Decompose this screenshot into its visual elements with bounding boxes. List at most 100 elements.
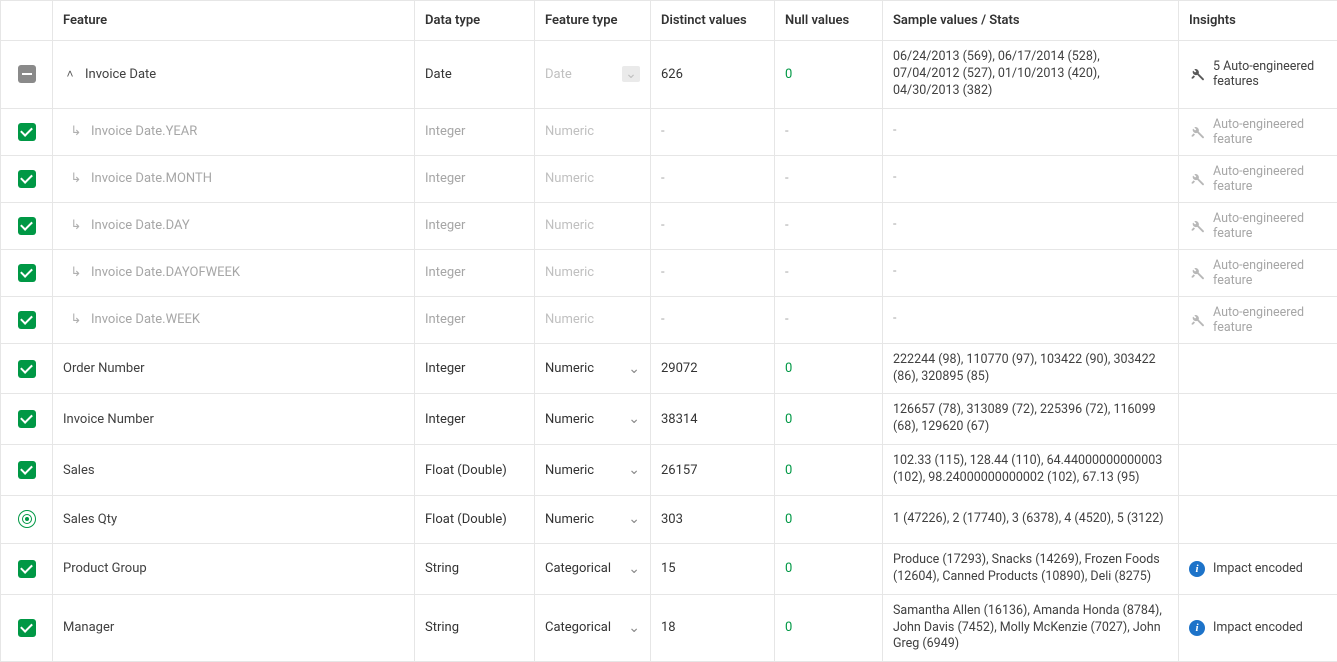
table-row: ↳Invoice Date.MONTHIntegerNumeric---Auto… (1, 155, 1337, 202)
wrench-icon (1189, 265, 1205, 281)
chevron-down-icon[interactable]: ⌄ (628, 411, 640, 427)
table-row: ↳Invoice Date.WEEKIntegerNumeric---Auto-… (1, 296, 1337, 343)
feature-type-select[interactable]: Numeric (545, 412, 594, 427)
feature-type-select[interactable]: Numeric (545, 361, 594, 376)
row-checkbox[interactable] (18, 264, 36, 282)
feature-name[interactable]: Invoice Date.DAYOFWEEK (91, 265, 240, 280)
null-values: 0 (785, 561, 792, 576)
info-icon[interactable]: i (1189, 561, 1205, 577)
row-checkbox[interactable] (18, 560, 36, 578)
distinct-values: 303 (661, 512, 683, 527)
row-checkbox[interactable] (18, 217, 36, 235)
feature-name[interactable]: Sales (63, 463, 95, 478)
sample-values: 222244 (98), 110770 (97), 103422 (90), 3… (893, 352, 1156, 384)
sample-values: Produce (17293), Snacks (14269), Frozen … (893, 552, 1160, 584)
sample-values: - (893, 217, 896, 232)
null-values: 0 (785, 412, 792, 427)
insight-text: Auto-engineered feature (1213, 117, 1327, 147)
target-icon[interactable] (18, 510, 36, 528)
feature-type-select: Numeric (545, 265, 594, 280)
table-row: ↳Invoice Date.DAYOFWEEKIntegerNumeric---… (1, 249, 1337, 296)
feature-type-select[interactable]: Categorical (545, 561, 611, 576)
chevron-down-icon[interactable]: ⌄ (628, 361, 640, 377)
feature-type-select[interactable]: Numeric (545, 463, 594, 478)
sample-values: 102.33 (115), 128.44 (110), 64.440000000… (893, 453, 1162, 485)
sample-values: - (893, 311, 896, 326)
feature-name[interactable]: Manager (63, 620, 114, 635)
header-featuretype[interactable]: Feature type (535, 1, 651, 41)
sample-values: 1 (47226), 2 (17740), 3 (6378), 4 (4520)… (893, 511, 1164, 526)
row-checkbox[interactable] (18, 410, 36, 428)
distinct-values: 18 (661, 620, 676, 635)
row-checkbox[interactable] (18, 619, 36, 637)
header-sample[interactable]: Sample values / Stats (883, 1, 1179, 41)
row-checkbox[interactable] (18, 311, 36, 329)
data-type: Integer (425, 412, 465, 427)
row-checkbox[interactable] (18, 461, 36, 479)
header-insights[interactable]: Insights (1179, 1, 1337, 41)
sample-values: - (893, 123, 896, 138)
sample-values: Samantha Allen (16136), Amanda Honda (87… (893, 603, 1162, 652)
null-values: - (785, 218, 789, 233)
chevron-down-icon[interactable]: ⌄ (628, 561, 640, 577)
feature-name[interactable]: Order Number (63, 361, 145, 376)
wrench-icon (1189, 171, 1205, 187)
header-datatype[interactable]: Data type (415, 1, 535, 41)
row-checkbox[interactable] (18, 123, 36, 141)
wrench-icon (1189, 218, 1205, 234)
feature-name[interactable]: Invoice Date (85, 67, 156, 82)
header-checkbox (1, 1, 53, 41)
null-values: 0 (785, 361, 792, 376)
distinct-values: 26157 (661, 463, 698, 478)
data-type: Integer (425, 265, 465, 280)
data-type: Date (425, 67, 452, 82)
insight-text: 5 Auto-engineered features (1213, 59, 1327, 89)
null-values: 0 (785, 67, 792, 82)
row-checkbox-indeterminate[interactable] (18, 65, 36, 83)
insight-text: Impact encoded (1213, 620, 1303, 635)
row-checkbox[interactable] (18, 360, 36, 378)
wrench-icon (1189, 124, 1205, 140)
chevron-down-icon[interactable]: ⌄ (622, 66, 640, 82)
insight-text: Auto-engineered feature (1213, 258, 1327, 288)
null-values: 0 (785, 620, 792, 635)
row-checkbox[interactable] (18, 170, 36, 188)
data-type: Integer (425, 218, 465, 233)
feature-type-select[interactable]: Categorical (545, 620, 611, 635)
child-arrow-icon: ↳ (69, 124, 83, 139)
insight-text: Auto-engineered feature (1213, 164, 1327, 194)
header-nulls[interactable]: Null values (775, 1, 883, 41)
insight-text: Auto-engineered feature (1213, 305, 1327, 335)
header-distinct[interactable]: Distinct values (651, 1, 775, 41)
feature-type-select[interactable]: Date (545, 67, 572, 82)
chevron-down-icon[interactable]: ⌄ (628, 511, 640, 527)
data-type: Float (Double) (425, 512, 507, 527)
sample-values: - (893, 264, 896, 279)
insight-text: Impact encoded (1213, 561, 1303, 576)
feature-type-select[interactable]: Numeric (545, 512, 594, 527)
feature-name[interactable]: Sales Qty (63, 512, 117, 527)
header-feature[interactable]: Feature (53, 1, 415, 41)
feature-name[interactable]: Invoice Date.YEAR (91, 124, 197, 139)
table-row: Sales Qty Float (Double) Numeric ⌄ 303 0 1 (47… (1, 495, 1337, 543)
table-row: Order NumberIntegerNumeric⌄290720222244 … (1, 343, 1337, 394)
chevron-down-icon[interactable]: ⌄ (628, 620, 640, 636)
child-arrow-icon: ↳ (69, 218, 83, 233)
distinct-values: - (661, 171, 665, 186)
info-icon[interactable]: i (1189, 620, 1205, 636)
insight-text: Auto-engineered feature (1213, 211, 1327, 241)
feature-name[interactable]: Invoice Number (63, 412, 154, 427)
feature-name[interactable]: Product Group (63, 561, 147, 576)
collapse-icon[interactable]: ˄ (63, 67, 77, 81)
feature-name[interactable]: Invoice Date.DAY (91, 218, 190, 233)
feature-name[interactable]: Invoice Date.WEEK (91, 312, 200, 327)
table-row: SalesFloat (Double)Numeric⌄261570102.33 … (1, 445, 1337, 496)
wrench-icon (1189, 312, 1205, 328)
feature-name[interactable]: Invoice Date.MONTH (91, 171, 212, 186)
data-type: Integer (425, 124, 465, 139)
chevron-down-icon[interactable]: ⌄ (628, 462, 640, 478)
sample-values: 126657 (78), 313089 (72), 225396 (72), 1… (893, 402, 1156, 434)
null-values: - (785, 265, 789, 280)
distinct-values: 15 (661, 561, 676, 576)
null-values: 0 (785, 512, 792, 527)
